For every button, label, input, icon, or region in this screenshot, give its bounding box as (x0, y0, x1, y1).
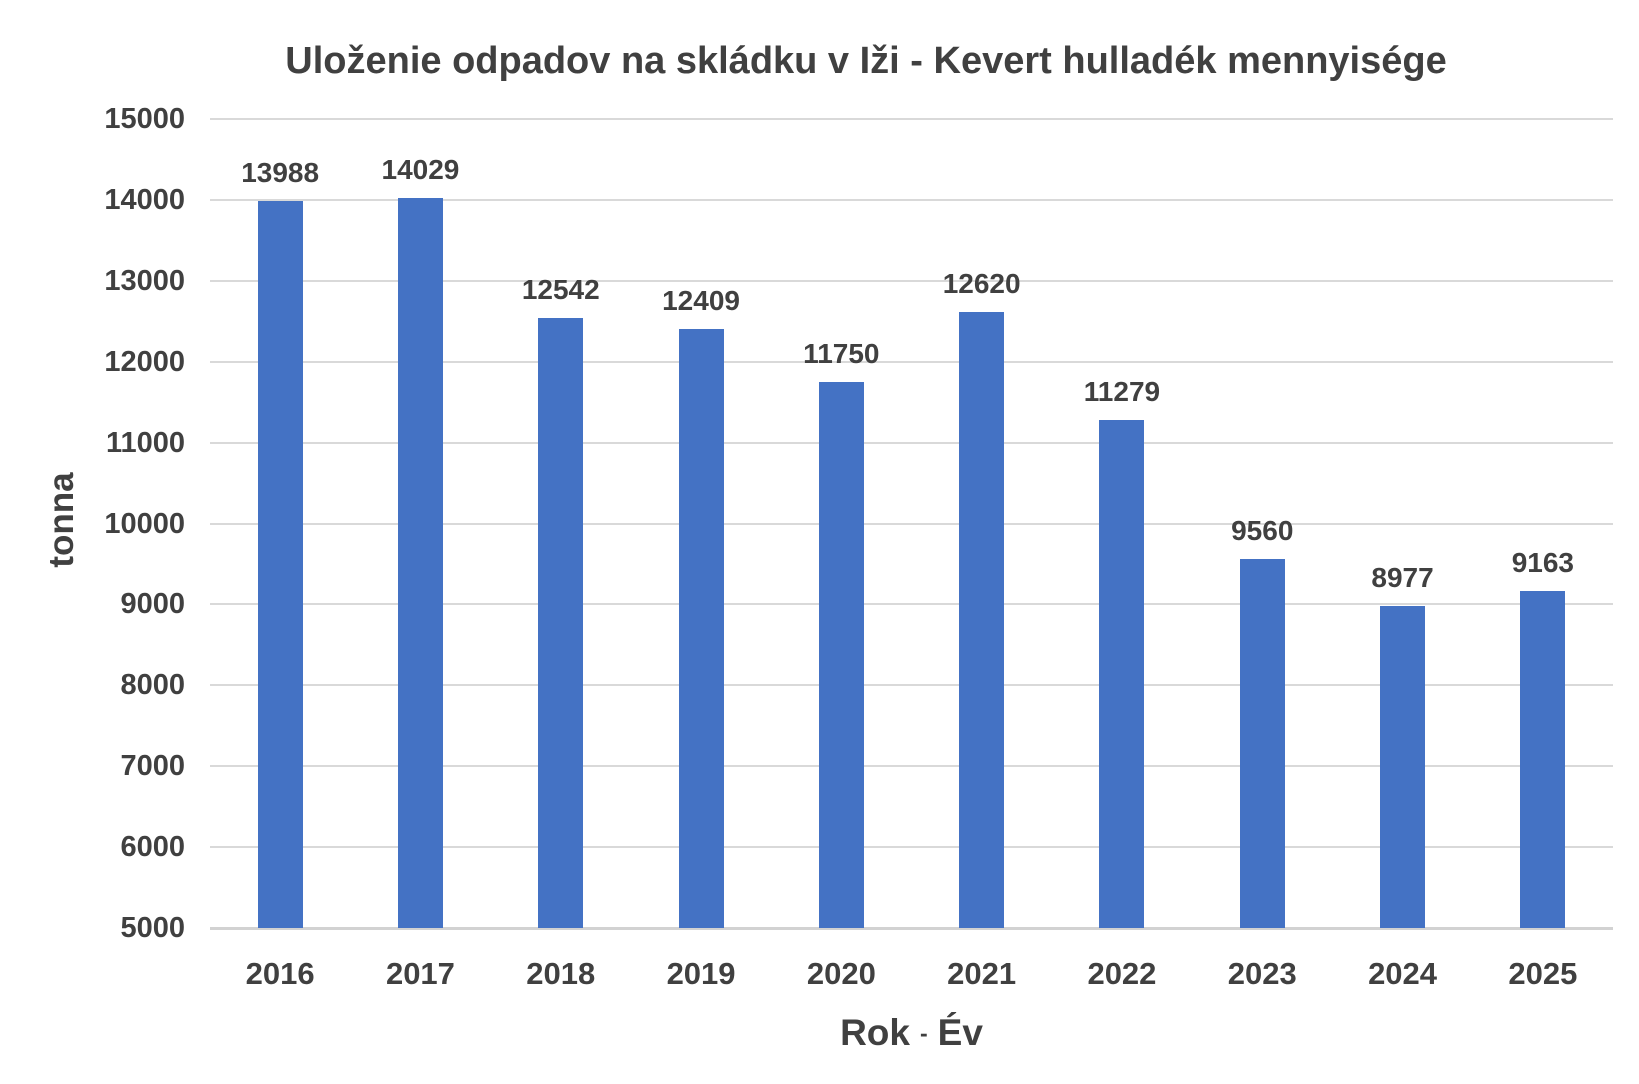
y-axis-tick-label: 8000 (120, 669, 185, 702)
y-axis-tick-label: 10000 (104, 507, 185, 540)
gridline (210, 441, 1613, 444)
x-axis-title-sub: Év (937, 1012, 983, 1053)
y-axis-tick-label: 14000 (104, 183, 185, 216)
gridline (210, 279, 1613, 282)
x-axis-tick-label: 2020 (806, 956, 876, 991)
gridline (210, 603, 1613, 606)
bar-2019 (678, 328, 724, 928)
gridline (210, 198, 1613, 201)
gridline (210, 765, 1613, 768)
x-axis-line (210, 927, 1613, 930)
bar-2017 (397, 197, 443, 928)
y-axis-tick-label: 11000 (105, 426, 185, 459)
bar-2021 (959, 311, 1005, 928)
bar-2025 (1520, 591, 1566, 928)
bar-value-label: 12409 (662, 284, 740, 316)
bar-2020 (818, 381, 864, 928)
bar-value-label: 11279 (1083, 376, 1161, 408)
bar-2018 (538, 317, 584, 928)
x-axis-tick-label: 2025 (1508, 956, 1578, 991)
gridline (210, 118, 1613, 120)
y-axis-tick-label: 9000 (120, 588, 185, 621)
gridline (210, 846, 1613, 849)
bar-2016 (257, 200, 303, 928)
y-axis-tick-label: 13000 (104, 264, 185, 297)
x-axis-tick-label: 2016 (245, 956, 315, 991)
bar-2024 (1380, 606, 1426, 928)
y-axis-tick-label: 15000 (104, 103, 185, 135)
bar-value-label: 14029 (381, 153, 460, 185)
gridline (210, 522, 1613, 525)
bar-value-label: 9560 (1231, 515, 1294, 547)
bar-value-label: 11750 (803, 337, 880, 369)
bar-value-label: 8977 (1371, 562, 1434, 594)
x-axis-tick-label: 2023 (1227, 956, 1297, 991)
bar-2022 (1099, 420, 1145, 928)
y-axis-tick-label: 5000 (120, 912, 185, 944)
x-axis-tick-label: 2022 (1087, 956, 1157, 991)
x-axis-tick-label: 2024 (1368, 956, 1438, 991)
gridline (210, 684, 1613, 687)
bar-value-label: 12542 (521, 273, 600, 305)
x-axis-tick-label: 2017 (385, 956, 455, 991)
x-axis-title-separator: - (919, 1020, 928, 1046)
gridline (210, 360, 1613, 363)
bar-value-label: 9163 (1511, 547, 1574, 579)
plot-area: 13988 14029 12542 12409 11750 12620 11279 9560 8… (210, 118, 1613, 930)
bar-value-label: 12620 (942, 267, 1021, 299)
x-axis-tick-label: 2021 (947, 956, 1017, 991)
bar-value-label: 13988 (241, 156, 320, 188)
x-axis-title: Rok - Év (210, 1012, 1613, 1054)
y-axis-tick-label: 6000 (120, 831, 185, 864)
y-axis-tick-label: 12000 (104, 345, 185, 378)
x-axis-tick-label: 2019 (666, 956, 736, 991)
y-axis-tick-label: 7000 (120, 750, 185, 783)
x-axis-tick-label: 2018 (526, 956, 596, 991)
bar-2023 (1239, 559, 1285, 928)
chart-title: Uloženie odpadov na skládku v Iži - Keve… (285, 40, 1447, 82)
x-axis-title-main: Rok (840, 1012, 910, 1053)
